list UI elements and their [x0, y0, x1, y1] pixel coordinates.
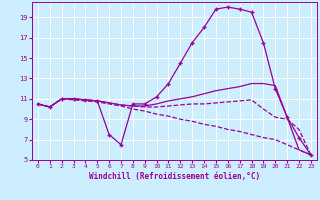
X-axis label: Windchill (Refroidissement éolien,°C): Windchill (Refroidissement éolien,°C) — [89, 172, 260, 181]
